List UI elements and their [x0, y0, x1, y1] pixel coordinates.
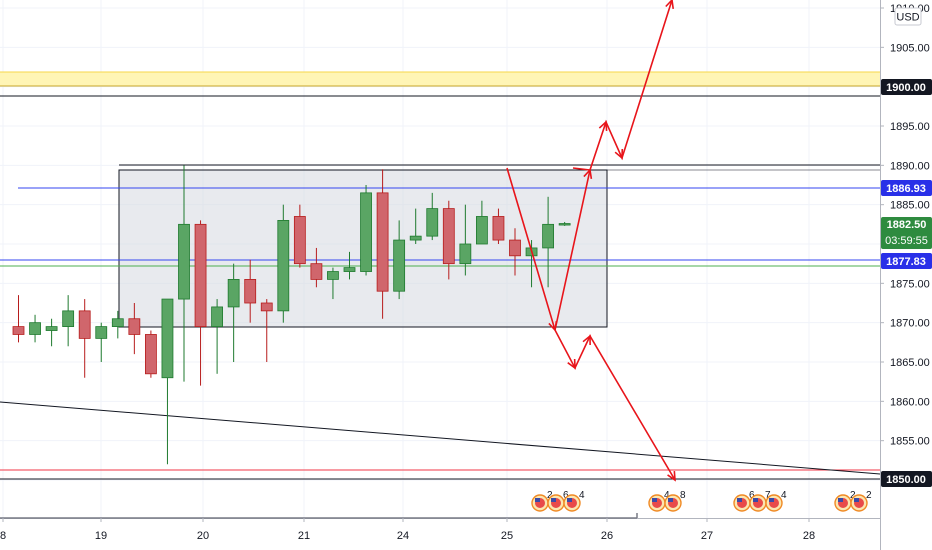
current-price-label: 1882.50: [881, 217, 932, 233]
event-count: 4: [579, 490, 585, 501]
price-label-1886: 1886.93: [881, 180, 932, 196]
event-icon-canton: [838, 498, 843, 502]
price-label-1850: 1850.00: [881, 471, 932, 487]
price-label-1877: 1877.83: [881, 253, 932, 269]
currency-selector[interactable]: USD: [895, 8, 921, 25]
candle: [361, 185, 372, 275]
candle-body: [245, 279, 256, 303]
resistance-zone: [0, 72, 880, 86]
time-tick-label: 20: [197, 530, 209, 542]
event-icon-canton: [753, 498, 758, 502]
candle-body: [261, 303, 272, 311]
candle-body: [460, 244, 471, 264]
currency-text: USD: [896, 12, 919, 24]
event-count: 8: [680, 490, 686, 501]
time-tick-label: 25: [501, 530, 513, 542]
event-icon-canton: [551, 498, 556, 502]
candle: [145, 331, 156, 378]
candle-body: [559, 224, 570, 226]
candle-body: [13, 327, 24, 335]
event-icon-canton: [668, 498, 673, 502]
event-icon-canton: [854, 498, 859, 502]
price-tick-label: 1875.00: [890, 278, 930, 290]
time-tick-label: 26: [601, 530, 613, 542]
candle-body: [212, 307, 223, 327]
time-tick-label: 24: [397, 530, 409, 542]
candle-body: [344, 268, 355, 272]
candle-body: [476, 216, 487, 244]
candle-body: [129, 319, 140, 335]
price-tick-label: 1865.00: [890, 357, 930, 369]
candle-body: [361, 193, 372, 272]
price-tick-label: 1870.00: [890, 318, 930, 330]
time-tick-label: 19: [95, 530, 107, 542]
candle-body: [427, 209, 438, 237]
candle-body: [410, 236, 421, 240]
event-count: 4: [781, 490, 787, 501]
candle-body: [145, 334, 156, 373]
time-axis[interactable]: 8 19 20 21 24 25 26 27 28: [0, 513, 880, 550]
candle-body: [294, 216, 305, 263]
time-tick-label: 21: [298, 530, 310, 542]
candle-body: [162, 299, 173, 378]
candle-body: [443, 209, 454, 264]
price-tick-label: 1855.00: [890, 436, 930, 448]
event-icon-canton: [535, 498, 540, 502]
candle-body: [327, 272, 338, 280]
candle-body: [394, 240, 405, 291]
candle-body: [510, 240, 521, 256]
price-tick-label: 1895.00: [890, 121, 930, 133]
candle-body: [228, 279, 239, 307]
price-label-value: 1900.00: [886, 82, 926, 94]
candle-body: [63, 311, 74, 327]
price-tick-label: 1860.00: [890, 396, 930, 408]
time-tick-label: 8: [0, 530, 6, 542]
time-tick-label: 27: [701, 530, 713, 542]
event-icon-canton: [567, 498, 572, 502]
candle-body: [543, 224, 554, 248]
event-icon-canton: [737, 498, 742, 502]
candle-body: [79, 311, 90, 339]
candle-body: [278, 220, 289, 310]
price-label-value: 1877.83: [886, 256, 926, 268]
time-axis-bg: [0, 519, 880, 550]
price-label-value: 1850.00: [886, 474, 926, 486]
price-tick-label: 1885.00: [890, 200, 930, 212]
price-label-1900: 1900.00: [881, 79, 932, 95]
price-tick-label: 1890.00: [890, 160, 930, 172]
countdown-label: 03:59:55: [881, 233, 932, 249]
candle-body: [112, 319, 123, 327]
candle-body: [377, 193, 388, 291]
price-axis[interactable]: 1910.001905.001900.001895.001890.001885.…: [880, 0, 932, 550]
candle-body: [195, 224, 206, 326]
candle-body: [179, 224, 190, 299]
event-icon-canton: [652, 498, 657, 502]
candle-body: [96, 327, 107, 339]
candle-body: [493, 216, 504, 240]
event-count: 2: [866, 490, 872, 501]
candle-body: [46, 327, 57, 331]
event-icon-canton: [769, 498, 774, 502]
candle-body: [30, 323, 41, 335]
price-label-value: 1886.93: [886, 183, 926, 195]
candle: [278, 205, 289, 323]
candle-body: [311, 264, 322, 280]
price-tick-label: 1905.00: [890, 42, 930, 54]
time-tick-label: 28: [803, 530, 815, 542]
